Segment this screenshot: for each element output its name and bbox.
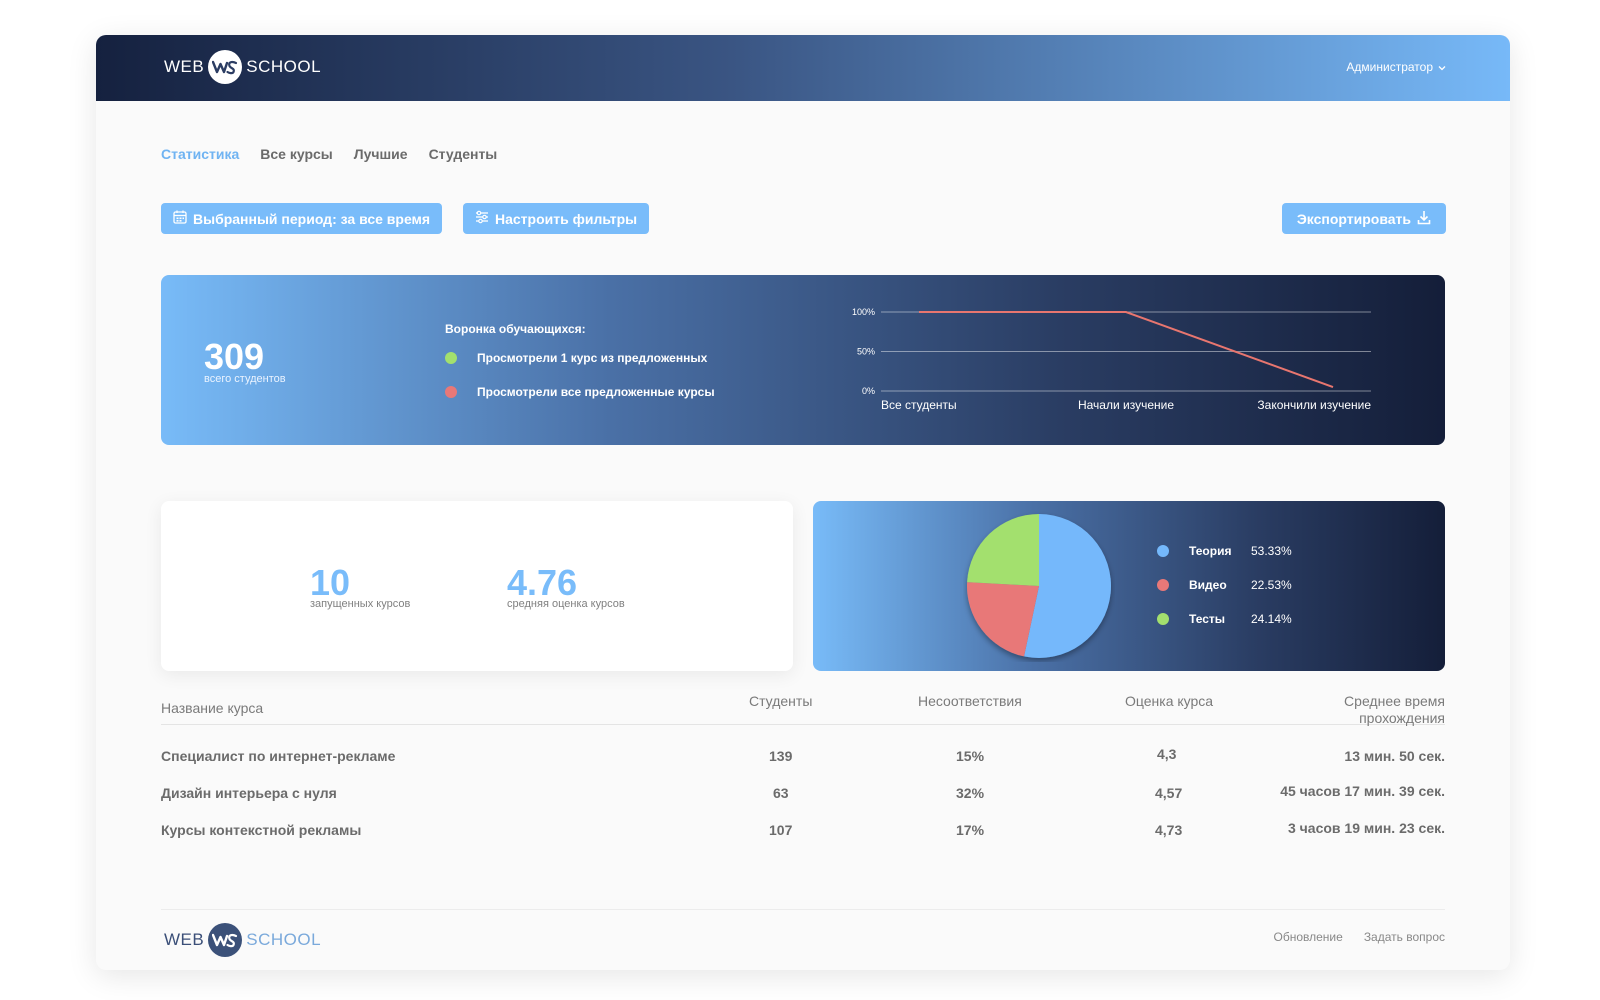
pie-legend-name: Теория <box>1189 544 1232 558</box>
logo-school-text: SCHOOL <box>246 930 322 949</box>
ws-logo-icon <box>208 50 243 84</box>
avg-time-cell: 3 часов 19 мин. 23 сек. <box>1287 820 1445 836</box>
pie-slice-theory <box>1024 514 1111 658</box>
content-pie-chart <box>967 514 1111 658</box>
funnel-legend-item: Просмотрели все предложенные курсы <box>445 385 715 399</box>
period-button[interactable]: Выбранный период: за все время <box>161 203 443 234</box>
filters-button-label: Настроить фильтры <box>495 210 638 227</box>
pie-legend-name: Тесты <box>1189 612 1226 626</box>
funnel-legend-label: Просмотрели все предложенные курсы <box>477 385 715 399</box>
sliders-icon <box>475 210 489 227</box>
chevron-down-icon <box>1438 60 1446 74</box>
export-button[interactable]: Экспортировать <box>1281 203 1446 234</box>
avg-time-cell: 45 часов 17 мин. 39 сек. <box>1280 783 1445 799</box>
footer-link-update[interactable]: Обновление <box>1273 930 1343 944</box>
table-row[interactable]: Курсы контекстной рекламы 107 17% 4,73 3… <box>161 813 1445 850</box>
pie-slice-video <box>967 582 1039 657</box>
table-row[interactable]: Специалист по интернет-рекламе 139 15% 4… <box>161 739 1445 776</box>
tab-students[interactable]: Студенты <box>428 146 498 162</box>
app-window: WEB SCHOOL Администратор Статистика Все … <box>96 35 1510 970</box>
legend-dot-red <box>445 386 457 398</box>
pie-slice-tests <box>967 514 1039 586</box>
rating-cell: 4,57 <box>1155 785 1183 801</box>
mismatch-cell: 15% <box>956 748 985 764</box>
avg-time-cell: 13 мин. 50 сек. <box>1344 748 1445 764</box>
students-cell: 107 <box>769 822 793 838</box>
pie-legend-percent: 22.53% <box>1251 578 1292 592</box>
course-name-cell[interactable]: Специалист по интернет-рекламе <box>161 748 396 764</box>
download-icon <box>1417 210 1431 228</box>
courses-summary-card: 10 запущенных курсов 4.76 средняя оценка… <box>161 501 793 671</box>
average-rating-value: 4.76 <box>507 562 578 603</box>
total-students-caption: всего студентов <box>204 373 286 385</box>
funnel-series-line <box>919 311 1334 388</box>
logo-school-text: SCHOOL <box>246 57 322 76</box>
pie-legend-item: Тесты 24.14% <box>1157 612 1292 626</box>
export-button-label: Экспортировать <box>1296 210 1411 227</box>
rating-cell: 4,73 <box>1155 822 1183 838</box>
students-cell: 139 <box>769 748 793 764</box>
footer-logo[interactable]: WEB SCHOOL <box>164 923 321 957</box>
x-tick-label: Все студенты <box>881 398 957 412</box>
column-header-avg-time[interactable]: Среднее время прохождения <box>1344 693 1445 727</box>
y-tick-label: 100% <box>852 307 875 317</box>
funnel-legend-label: Просмотрели 1 курс из предложенных <box>477 351 708 365</box>
pie-legend-item: Видео 22.53% <box>1157 578 1292 592</box>
x-tick-label: Начали изучение <box>1078 398 1174 412</box>
funnel-card: 309 всего студентов Воронка обучающихся:… <box>161 275 1445 445</box>
y-tick-label: 50% <box>857 347 875 357</box>
column-header-name[interactable]: Название курса <box>161 700 264 716</box>
tab-best[interactable]: Лучшие <box>353 146 408 162</box>
logo-web-text: WEB <box>164 57 205 76</box>
user-menu-label: Администратор <box>1346 60 1433 74</box>
column-header-avg-time-line1: Среднее время <box>1344 693 1445 709</box>
course-name-cell[interactable]: Дизайн интерьера с нуля <box>161 785 337 801</box>
tab-bar: Статистика Все курсы Лучшие Студенты <box>161 146 497 162</box>
footer-links: Обновление Задать вопрос <box>1274 930 1445 944</box>
legend-dot-green <box>445 352 457 364</box>
column-header-rating[interactable]: Оценка курса <box>1125 693 1214 709</box>
legend-dot-blue <box>1157 545 1169 557</box>
students-cell: 63 <box>773 785 789 801</box>
top-header: WEB SCHOOL Администратор <box>96 35 1510 101</box>
column-header-mismatch[interactable]: Несоответствия <box>918 693 1022 709</box>
x-tick-label: Закончили изучение <box>1257 398 1371 412</box>
average-rating-caption: средняя оценка курсов <box>507 598 625 610</box>
mismatch-cell: 32% <box>956 785 985 801</box>
pie-legend-item: Теория 53.33% <box>1157 544 1292 558</box>
content-split-card: Теория 53.33% Видео 22.53% Тесты 24.14% <box>813 501 1445 671</box>
rating-cell: 4,3 <box>1157 746 1177 762</box>
calendar-icon <box>173 210 187 227</box>
funnel-line-chart: 100% 50% 0% Все студенты Начали изучение Зако… <box>852 307 1371 412</box>
footer: WEB SCHOOL Обновление Задать вопрос <box>161 909 1445 969</box>
legend-dot-red <box>1157 579 1169 591</box>
total-students-value: 309 <box>204 336 265 377</box>
pie-legend-percent: 53.33% <box>1251 544 1292 558</box>
funnel-legend-item: Просмотрели 1 курс из предложенных <box>445 351 707 365</box>
table-row[interactable]: Дизайн интерьера с нуля 63 32% 4,57 45 ч… <box>161 776 1445 813</box>
ws-logo-icon <box>208 923 243 957</box>
launched-courses-caption: запущенных курсов <box>310 598 411 610</box>
pie-legend-percent: 24.14% <box>1251 612 1292 626</box>
courses-table: Название курса Студенты Несоответствия О… <box>161 675 1445 850</box>
column-header-students[interactable]: Студенты <box>749 693 813 709</box>
funnel-title: Воронка обучающихся: <box>445 322 586 336</box>
tab-all-courses[interactable]: Все курсы <box>260 146 333 162</box>
filters-button[interactable]: Настроить фильтры <box>463 203 650 234</box>
launched-courses-value: 10 <box>310 562 351 603</box>
tab-statistics[interactable]: Статистика <box>161 146 240 162</box>
brand-logo[interactable]: WEB SCHOOL <box>164 50 321 84</box>
period-button-label: Выбранный период: за все время <box>193 210 431 227</box>
mismatch-cell: 17% <box>956 822 985 838</box>
table-header-row: Название курса Студенты Несоответствия О… <box>161 675 1445 727</box>
pie-slices <box>967 514 1111 658</box>
column-header-avg-time-line2: прохождения <box>1359 710 1445 726</box>
legend-dot-green <box>1157 613 1169 625</box>
y-tick-label: 0% <box>862 386 875 396</box>
pie-legend-name: Видео <box>1189 578 1227 592</box>
user-menu[interactable]: Администратор <box>1346 60 1446 74</box>
course-name-cell[interactable]: Курсы контекстной рекламы <box>161 822 362 838</box>
footer-link-ask-question[interactable]: Задать вопрос <box>1363 930 1445 944</box>
logo-web-text: WEB <box>164 930 205 949</box>
